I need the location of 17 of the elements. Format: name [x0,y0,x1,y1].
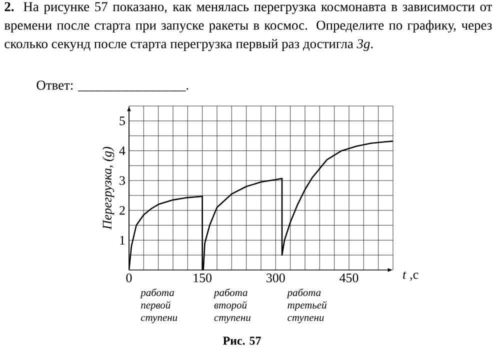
text: работа первой ступени [140,288,178,324]
y-tick-label: 3 [120,176,125,185]
text: работа второй ступени [213,288,251,324]
text: работа третьей ступени [286,288,327,324]
y-axis-title: Перегрузка, (g) [102,146,114,230]
y-tick-label: 2 [120,206,125,215]
x-axis-title: t ,c [403,272,418,281]
text: Рис. 57 [222,336,261,345]
y-tick-label: 1 [120,236,125,244]
x-tick-label: 150 [194,274,212,282]
x-tick-label: 450 [340,274,358,282]
x-tick-label: 300 [266,274,285,282]
chart-title: 2. На рисунке 57 показано, как менялась перегрузка космонавта в зависимости от времени после старта при запуске ракеты в космос. Определите по графику, через сколько секунд после старта перегрузка первый раз достигла 3g. [4,2,492,52]
y-tick-label: 5 [120,116,125,126]
y-tick-label: 4 [119,146,126,155]
x-tick-label: 0 [126,274,132,282]
text: Ответ: ________________. [36,80,188,92]
